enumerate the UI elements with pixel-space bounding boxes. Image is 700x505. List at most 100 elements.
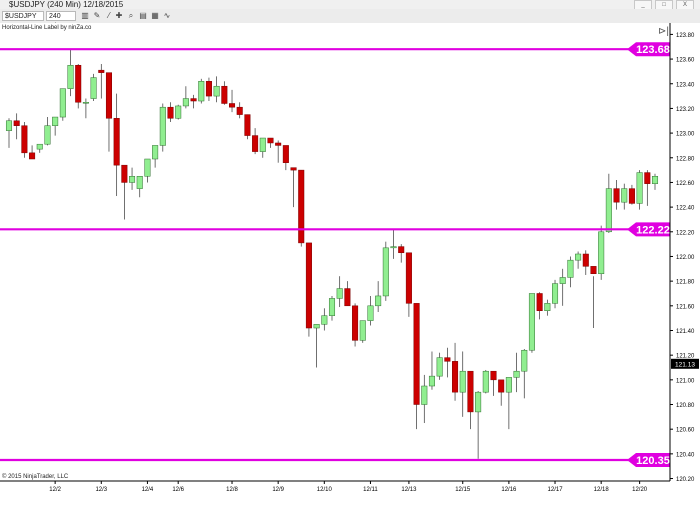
price-label-text: 123.68 xyxy=(636,44,670,56)
candle-up xyxy=(459,370,466,393)
candle-up xyxy=(182,98,189,107)
magic-wand-icon[interactable]: ⁄ xyxy=(108,11,110,20)
candle-down xyxy=(121,164,128,183)
panel-collapse-icon[interactable]: ⊳| xyxy=(658,26,669,37)
candle-down xyxy=(344,288,351,307)
candle-down xyxy=(413,303,420,405)
strategy-icon[interactable]: ▦ xyxy=(151,11,159,20)
candle-down xyxy=(98,69,105,73)
candle-up xyxy=(175,105,182,119)
y-tick-label: 121.80 xyxy=(676,280,695,286)
candle-up xyxy=(598,231,605,274)
candle-up xyxy=(159,106,166,146)
candle-down xyxy=(236,106,243,115)
crosshair-icon[interactable]: ✚ xyxy=(115,11,123,20)
candle-down xyxy=(29,152,36,160)
y-tick-label: 123.40 xyxy=(676,82,695,88)
price-label-tag xyxy=(627,222,670,237)
chart-style-icon[interactable]: ▥ xyxy=(81,11,89,20)
price-label-text: 120.35 xyxy=(636,455,670,467)
indicator-icon[interactable]: ∿ xyxy=(163,11,171,20)
price-label-tag xyxy=(627,453,670,468)
candle-up xyxy=(521,349,528,372)
candle-up xyxy=(390,246,397,249)
candle-up xyxy=(328,298,336,316)
candle-down xyxy=(21,125,28,154)
x-tick-label: 12/8 xyxy=(226,487,238,493)
y-tick-label: 122.20 xyxy=(676,230,695,236)
candle-up xyxy=(575,253,582,261)
candle-down xyxy=(205,81,212,97)
y-tick-label: 120.80 xyxy=(676,403,695,409)
candle-down xyxy=(628,188,635,204)
candle-down xyxy=(267,137,274,144)
candle-down xyxy=(13,120,20,126)
x-tick-label: 12/2 xyxy=(49,487,61,493)
candle-down xyxy=(275,142,282,146)
candle-up xyxy=(428,375,435,387)
candle-up xyxy=(213,85,220,97)
y-axis: 123.80 123.60 123.40 123.20 123.00 122.80 122.… xyxy=(669,23,699,483)
candle-up xyxy=(436,357,443,377)
y-tick-label: 123.20 xyxy=(676,107,695,113)
y-tick-label: 120.60 xyxy=(676,428,695,434)
title-bar: $USDJPY (240 Min) 12/18/2015 _ □ X xyxy=(0,0,700,10)
candle-up xyxy=(67,64,74,89)
y-tick-label: 122.80 xyxy=(676,156,695,162)
candle-up xyxy=(90,77,97,99)
pencil-icon[interactable]: ✎ xyxy=(93,11,101,20)
y-tick-label: 120.40 xyxy=(676,452,695,458)
candle-down xyxy=(221,85,228,104)
y-tick-label: 121.20 xyxy=(676,354,695,360)
properties-icon[interactable]: ▤ xyxy=(139,11,147,20)
y-tick-label: 122.60 xyxy=(676,181,695,187)
candle-up xyxy=(36,143,43,150)
candle-down xyxy=(452,361,459,393)
y-tick-label: 121.40 xyxy=(676,329,695,335)
candle-down xyxy=(252,135,259,152)
candle-up xyxy=(567,259,574,278)
y-tick-label: 120.20 xyxy=(676,477,695,483)
y-tick-label: 123.80 xyxy=(676,33,695,39)
candle-up xyxy=(651,176,659,184)
instrument-selector[interactable]: $USDJPY xyxy=(2,11,44,21)
candle-down xyxy=(75,64,82,103)
candle-down xyxy=(244,114,251,136)
candle-up xyxy=(359,320,366,341)
candle-up xyxy=(144,158,151,177)
candle-down xyxy=(229,103,236,108)
candle-layer xyxy=(5,49,659,459)
candle-up xyxy=(482,370,489,393)
candle-up xyxy=(544,303,551,312)
candle-up xyxy=(382,247,389,297)
last-price-marker xyxy=(671,358,699,369)
candle-up xyxy=(82,102,89,104)
horizontal-line-layer: 123.68 122.22 120.35 xyxy=(0,42,670,468)
candle-down xyxy=(490,370,497,381)
candle-down xyxy=(582,253,589,267)
x-tick-label: 12/6 xyxy=(172,487,184,493)
x-tick-label: 12/15 xyxy=(455,487,471,493)
candle-up xyxy=(528,293,535,351)
candle-up xyxy=(136,176,143,189)
candle-up xyxy=(59,88,66,118)
price-label-tag xyxy=(627,42,670,57)
chart-toolbar: $USDJPY 240 Min ▥ ✎ ⁄ ✚ ⌕ ▤ ▦ ∿ xyxy=(0,9,700,30)
y-tick-label: 123.00 xyxy=(676,132,695,138)
candle-down xyxy=(444,357,451,362)
candle-up xyxy=(198,81,205,102)
zoom-icon[interactable]: ⌕ xyxy=(128,11,134,20)
chart-panel[interactable]: Horizontal-Line Label by ninZa.co ⊳| 123… xyxy=(0,23,700,505)
candle-up xyxy=(421,385,428,405)
x-tick-label: 12/17 xyxy=(548,487,564,493)
interval-selector[interactable]: 240 Min xyxy=(46,11,76,30)
candle-up xyxy=(505,377,512,393)
window-title: $USDJPY (240 Min) 12/18/2015 xyxy=(9,0,124,9)
candle-up xyxy=(636,172,643,204)
x-axis: 12/2 12/3 12/4 12/6 12/8 12/9 12/10 12/11 12/13 1… xyxy=(0,480,670,493)
candle-down xyxy=(190,98,197,102)
x-tick-label: 12/13 xyxy=(401,487,417,493)
candle-down xyxy=(644,172,651,184)
candle-down xyxy=(613,188,620,203)
candle-up xyxy=(605,188,612,233)
